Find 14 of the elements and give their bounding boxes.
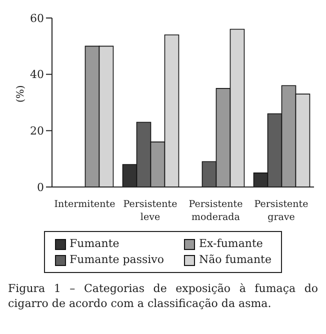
legend-label: Fumante passivo [68, 252, 164, 268]
legend-label: Não fumante [198, 252, 272, 268]
legend-label: Fumante [68, 236, 120, 252]
legend-label: Ex-fumante [198, 236, 264, 252]
x-tick-label: Intermitente [54, 199, 116, 210]
y-tick-label: 40 [30, 68, 44, 82]
y-tick-label: 0 [37, 180, 44, 194]
y-tick-label: 20 [30, 124, 44, 138]
x-tick-label: Persistente grave [254, 199, 309, 223]
y-tick-label: 60 [30, 12, 44, 25]
text: Figura 1 – Categorias de exposição à fumaça do cigarro de acordo com a classificação da asma. [8, 281, 318, 311]
x-tick-label: Persistente moderada [188, 199, 244, 223]
x-tick-label: Persistente leve [123, 199, 178, 223]
y-axis-title: (%) [16, 85, 27, 102]
